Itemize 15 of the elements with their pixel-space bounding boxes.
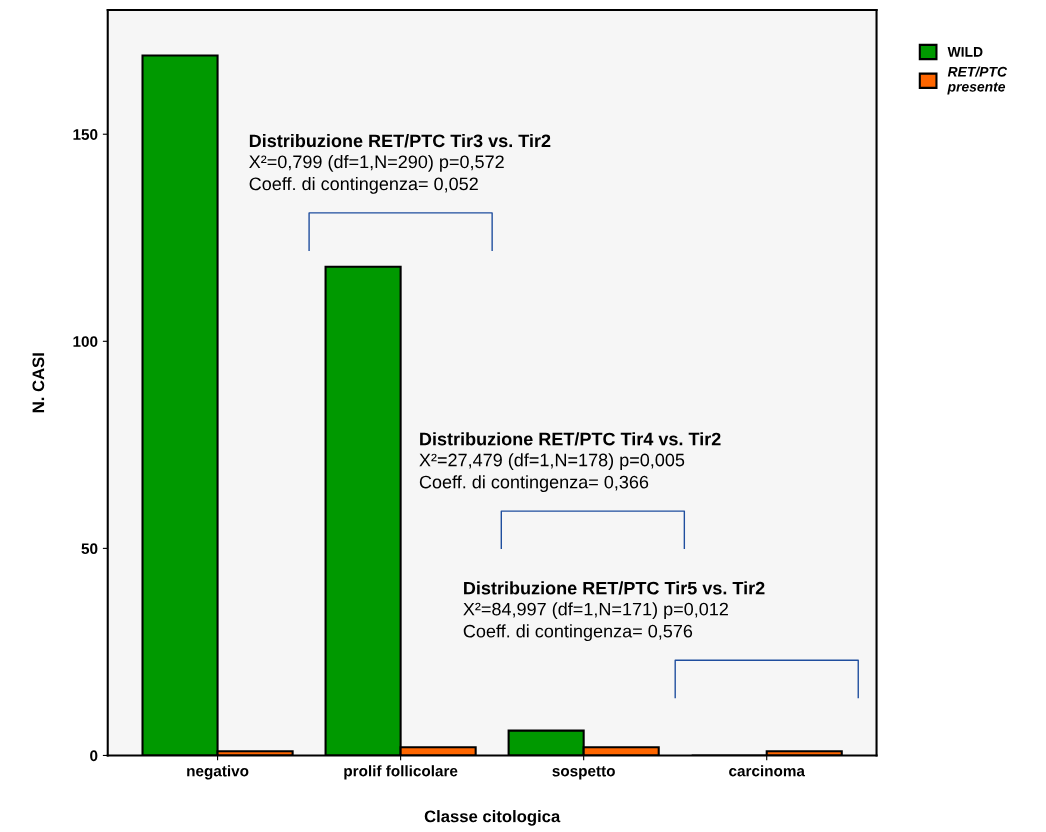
y-tick-label: 0 xyxy=(90,750,98,762)
annotation: Distribuzione RET/PTC Tir3 vs. Tir2 X²=0,799 (df=1,N=290) p=0,572 Coeff. di contingenza= 0,052 xyxy=(249,133,551,194)
x-axis-title: Classe citologica xyxy=(424,810,561,826)
annotation: Distribuzione RET/PTC Tir5 vs. Tir2 X²=84,997 (df=1,N=171) p=0,012 Coeff. di contingenza= 0,576 xyxy=(463,581,765,642)
x-tick-label: prolif follicolare xyxy=(344,765,458,780)
x-tick-label: carcinoma xyxy=(729,765,806,777)
legend-label: WILD xyxy=(947,47,983,57)
x-tick-label: sospetto xyxy=(552,766,615,780)
annotation: Distribuzione RET/PTC Tir4 vs. Tir2 X²=27,479 (df=1,N=178) p=0,005 Coeff. di contingenza= 0,366 xyxy=(419,432,721,493)
y-tick-label: 150 xyxy=(73,129,98,140)
x-tick-label: negativo xyxy=(187,765,249,780)
legend-label: RET/PTC presente xyxy=(947,66,1008,95)
y-tick-label: 50 xyxy=(81,543,98,555)
y-axis-title: N. CASI xyxy=(32,353,45,413)
y-tick-label: 100 xyxy=(73,336,98,347)
